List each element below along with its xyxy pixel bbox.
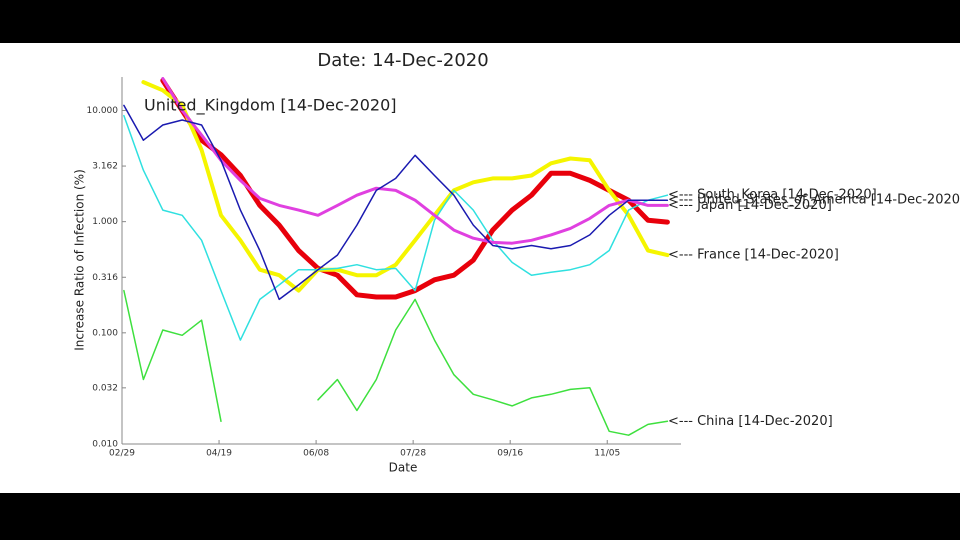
x-axis-label: Date [389, 461, 418, 475]
series-label: <--- France [14-Dec-2020] [668, 248, 839, 263]
series-line [123, 104, 669, 301]
chart-title: Date: 14-Dec-2020 [317, 50, 488, 71]
x-tick-label: 04/19 [206, 449, 232, 459]
y-tick-label: 3.162 [92, 162, 118, 172]
plot-area [123, 77, 670, 436]
x-tick-label: 02/29 [109, 449, 135, 459]
series-line [123, 114, 669, 341]
y-tick-label: 0.010 [92, 440, 118, 450]
series-label: <--- Japan [14-Dec-2020] [668, 198, 832, 213]
y-tick-label: 1.000 [92, 217, 118, 227]
y-axis-label: Increase Ratio of Infection (%) [73, 169, 87, 351]
series-label: <--- United_States_of_America [14-Dec-20… [668, 193, 960, 208]
series-line [161, 77, 669, 245]
x-tick-label: 06/08 [303, 449, 329, 459]
series-label: <--- South_Korea [14-Dec-2020] [668, 188, 877, 203]
series-line [123, 289, 669, 436]
figure-background [0, 43, 960, 493]
series-label: <--- China [14-Dec-2020] [668, 414, 833, 429]
series-line [141, 80, 670, 293]
y-tick-label: 0.316 [92, 273, 118, 283]
y-tick-label: 10.000 [87, 106, 119, 116]
x-tick-label: 11/05 [594, 449, 620, 459]
y-tick-label: 0.032 [92, 383, 118, 393]
x-tick-label: 09/16 [497, 449, 523, 459]
series-label: United_Kingdom [14-Dec-2020] [144, 96, 397, 116]
x-tick-label: 07/28 [400, 449, 426, 459]
y-tick-label: 0.100 [92, 328, 118, 338]
